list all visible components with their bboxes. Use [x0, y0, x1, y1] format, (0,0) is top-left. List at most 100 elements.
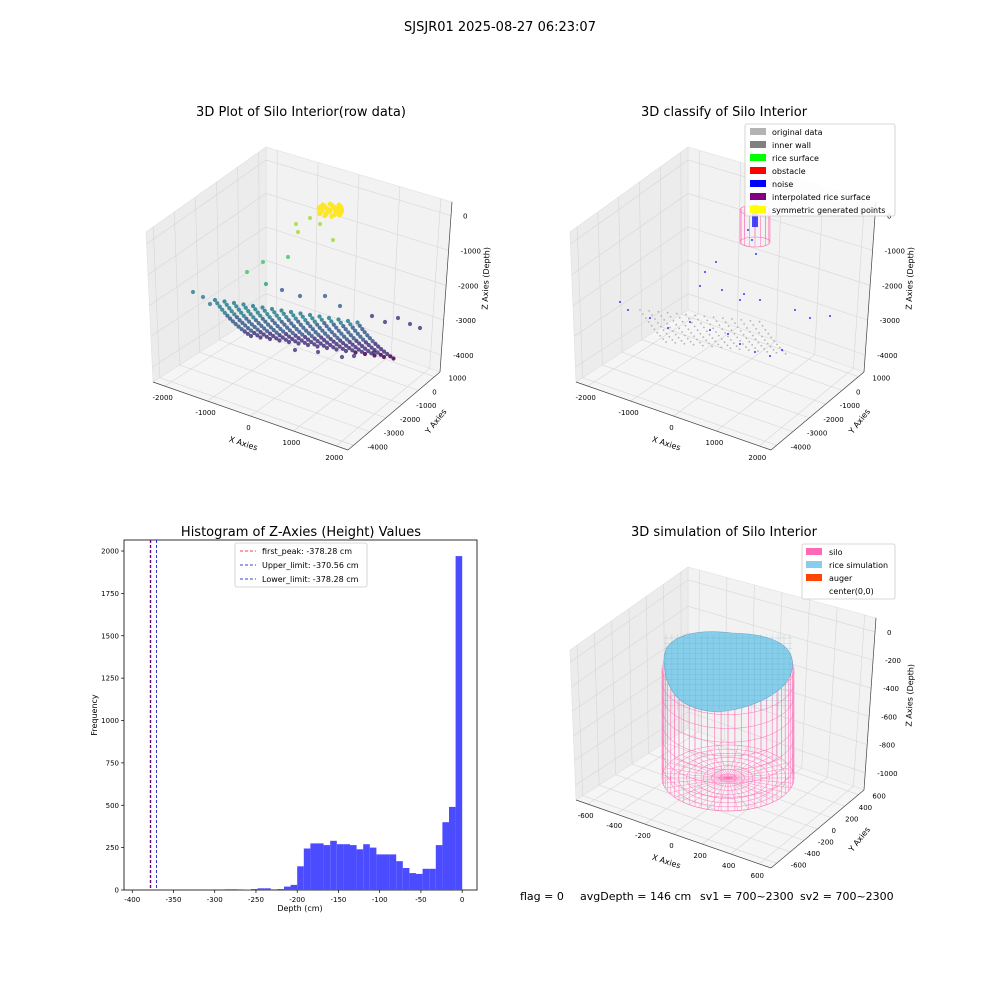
raw-point — [277, 338, 282, 343]
classify-3d-z-label: Z Axies (Depth) — [905, 247, 916, 310]
histogram-bar — [317, 843, 324, 890]
raw-point — [359, 349, 364, 354]
original-data-point — [726, 344, 729, 347]
raw-point — [338, 338, 343, 343]
raw-3d-x-label: X Axies — [228, 435, 259, 453]
simulation-3d-z-grid — [571, 605, 874, 687]
original-data-point — [666, 322, 668, 325]
histogram-bar — [449, 806, 456, 890]
raw-point — [274, 313, 279, 318]
simulation-3d-y-label: Y Axies — [846, 825, 872, 854]
raw-point — [318, 209, 324, 215]
raw-point — [256, 321, 261, 326]
raw-point — [228, 316, 233, 321]
classify-3d-z-tick: -3000 — [880, 317, 900, 325]
histogram-x-tick-label: -150 — [330, 896, 346, 904]
raw-3d-panel: 3D Plot of Silo Interior(row data) -2000… — [145, 105, 492, 462]
raw-point — [303, 318, 308, 323]
raw-point — [288, 309, 294, 315]
raw-point — [293, 333, 298, 338]
original-data-point — [674, 333, 677, 336]
raw-point — [300, 332, 305, 337]
classify-3d-z-grid — [575, 293, 866, 368]
original-data-point — [738, 348, 741, 351]
raw-point — [265, 312, 270, 317]
simulation-3d-title: 3D simulation of Silo Interior — [631, 525, 818, 540]
simulation-3d-y-axis-line — [770, 789, 865, 869]
simulation-3d-y-grid — [576, 644, 777, 864]
original-data-point — [724, 332, 727, 334]
original-data-point — [747, 349, 750, 351]
raw-point — [252, 330, 257, 336]
raw-point — [372, 353, 377, 358]
silo-floor-spoke — [727, 751, 767, 779]
raw-point — [301, 325, 306, 330]
original-data-point — [692, 343, 695, 346]
original-data-point — [758, 331, 760, 334]
histogram-bar — [416, 873, 423, 890]
classify-legend-swatch — [750, 128, 766, 135]
original-data-point — [754, 338, 757, 341]
raw-point — [388, 354, 393, 359]
original-data-point — [659, 335, 662, 337]
original-data-point — [657, 322, 659, 324]
silo-floor-spoke — [707, 746, 729, 779]
raw-point — [248, 333, 254, 339]
raw-point — [326, 315, 332, 321]
raw-point — [382, 349, 387, 354]
simulation-3d-y-tick: 400 — [859, 804, 872, 812]
histogram-bar — [442, 822, 449, 890]
raw-point — [350, 342, 355, 347]
simulation-3d-x-tick: -600 — [578, 812, 594, 820]
histogram-bar — [422, 868, 430, 890]
original-data-point — [764, 328, 767, 331]
raw-point — [251, 315, 256, 320]
original-data-point — [761, 335, 763, 338]
original-data-point — [749, 319, 752, 322]
raw-point — [385, 351, 390, 357]
histogram-bar — [297, 866, 304, 890]
raw-point — [281, 329, 286, 334]
raw-point — [274, 336, 279, 341]
histogram-legend: first_peak: -378.28 cm Upper_limit: -370.… — [234, 542, 368, 588]
original-data-point — [729, 347, 732, 350]
noise-point — [747, 229, 749, 231]
classify-3d-z-grid — [574, 259, 868, 337]
raw-point — [325, 340, 330, 345]
simulation-3d-y-grid — [611, 620, 804, 841]
raw-point — [366, 342, 371, 348]
raw-point — [285, 254, 291, 260]
raw-point — [358, 334, 363, 339]
histogram-bar — [323, 845, 331, 890]
raw-point — [261, 332, 266, 337]
simulation-3d-y-grid — [594, 632, 791, 853]
raw-point — [366, 348, 371, 354]
raw-point — [341, 324, 346, 329]
raw-point — [233, 321, 238, 327]
histogram-y-tick-label: 750 — [106, 759, 119, 767]
raw-point — [239, 310, 244, 315]
raw-point — [317, 221, 323, 227]
raw-3d-z-tick: -1000 — [461, 247, 481, 255]
raw-point — [298, 311, 303, 316]
histogram-y-tick-label: 500 — [106, 802, 119, 810]
raw-point — [324, 324, 329, 329]
raw-3d-y-grid — [174, 211, 370, 432]
raw-point — [369, 313, 375, 319]
raw-point — [253, 318, 258, 323]
raw-point — [243, 305, 248, 310]
raw-point — [325, 334, 330, 339]
original-data-point — [651, 314, 653, 316]
silo-floor-spoke — [662, 777, 729, 784]
raw-point — [322, 293, 328, 299]
original-data-point — [749, 331, 751, 333]
histogram-bar — [303, 848, 311, 890]
original-data-point — [763, 339, 766, 341]
raw-point — [338, 320, 343, 325]
noise-point — [759, 299, 761, 301]
raw-point — [272, 310, 277, 315]
silo-floor-spoke — [727, 777, 791, 789]
raw-3d-y-tick: -3000 — [384, 430, 404, 438]
raw-point — [224, 302, 229, 307]
silo-floor-spoke — [707, 777, 729, 810]
